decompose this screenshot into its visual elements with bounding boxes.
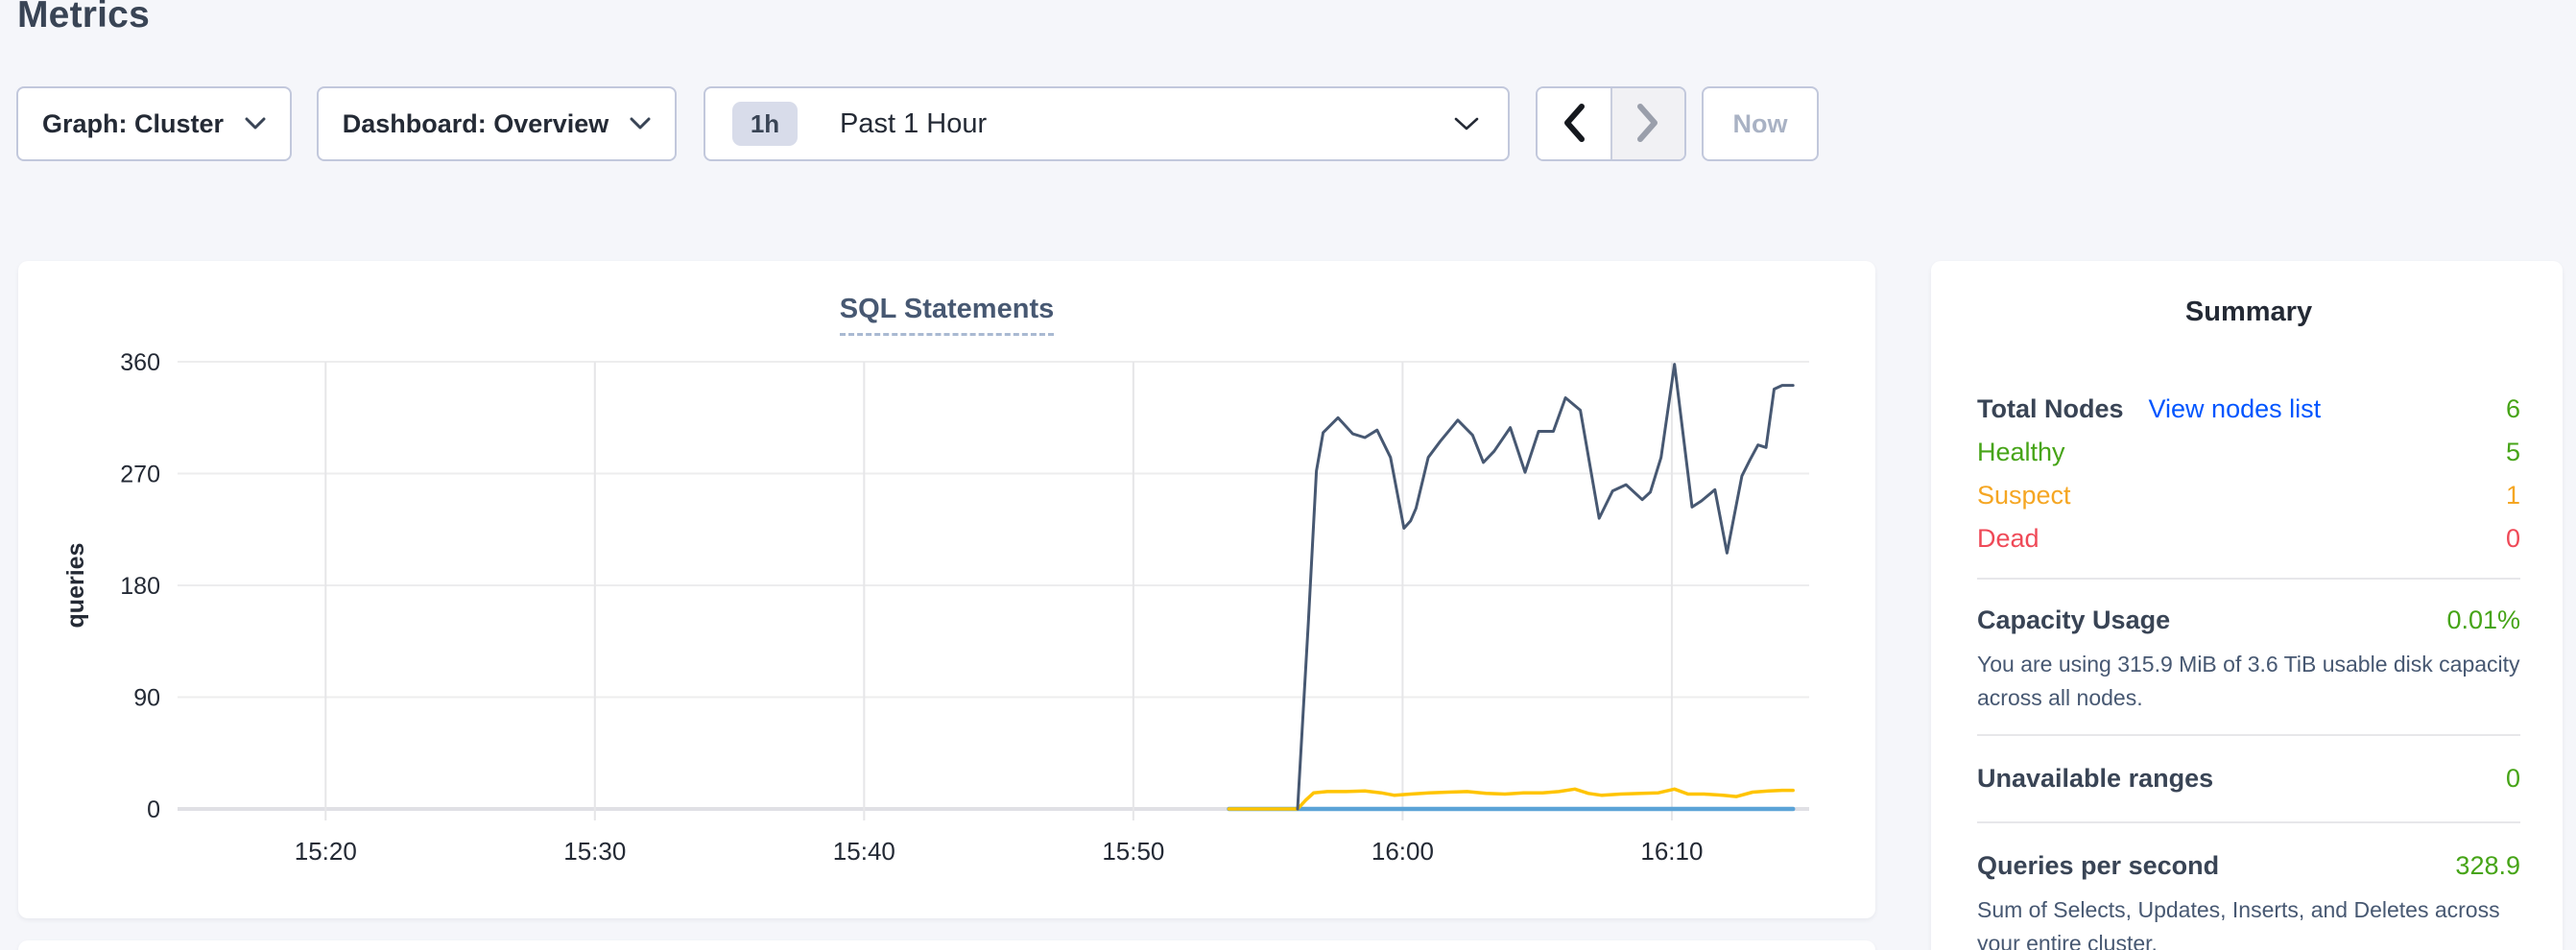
unavailable-ranges-value: 0 xyxy=(2505,764,2520,793)
graph-dropdown-label: Graph: Cluster xyxy=(41,108,225,138)
healthy-nodes-row: Healthy 5 xyxy=(1977,431,2520,474)
suspect-value: 1 xyxy=(2505,481,2520,510)
chevron-right-icon xyxy=(1634,102,1661,147)
chart-line-series-dark-slate xyxy=(1296,363,1795,811)
unavailable-ranges-label: Unavailable ranges xyxy=(1977,764,2214,793)
y-tick-label: 90 xyxy=(133,685,160,712)
queries-per-second-label: Queries per second xyxy=(1977,851,2220,880)
time-range-selector[interactable]: 1h Past 1 Hour xyxy=(704,86,1510,161)
capacity-usage-row: Capacity Usage 0.01% xyxy=(1977,599,2520,642)
graph-dropdown[interactable]: Graph: Cluster xyxy=(16,86,292,161)
summary-title: Summary xyxy=(2184,297,2313,327)
x-tick-label: 15:20 xyxy=(295,837,357,866)
sql-statements-chart: 0 90 180 270 360 15:20 15:30 15:40 15:50 16:00 16:… xyxy=(62,349,1809,866)
y-tick-label: 360 xyxy=(120,349,160,376)
queries-per-second-row: Queries per second 328.9 xyxy=(1977,844,2520,888)
now-button[interactable]: Now xyxy=(1702,86,1819,161)
unavailable-ranges-row: Unavailable ranges 0 xyxy=(1977,757,2520,800)
chart-title-wrap: SQL Statements xyxy=(18,294,1875,336)
queries-per-second-value: 328.9 xyxy=(2455,851,2520,880)
total-nodes-label: Total Nodes xyxy=(1977,394,2124,423)
queries-per-second-description: Sum of Selects, Updates, Inserts, and De… xyxy=(1977,897,2500,950)
capacity-usage-label: Capacity Usage xyxy=(1977,606,2171,634)
capacity-usage-description: You are using 315.9 MiB of 3.6 TiB usabl… xyxy=(1977,652,2520,710)
dead-value: 0 xyxy=(2505,524,2520,553)
time-forward-button[interactable] xyxy=(1610,88,1684,159)
time-range-badge: 1h xyxy=(732,102,798,146)
healthy-label: Healthy xyxy=(1977,438,2065,466)
chart-line-series-yellow xyxy=(1227,787,1795,811)
chevron-down-icon xyxy=(630,117,651,131)
time-back-button[interactable] xyxy=(1538,88,1610,159)
y-tick-label: 270 xyxy=(120,462,160,488)
x-tick-label: 16:10 xyxy=(1640,837,1703,866)
dead-label: Dead xyxy=(1977,524,2039,553)
x-tick-label: 15:40 xyxy=(833,837,895,866)
chevron-down-icon xyxy=(245,117,266,131)
time-window-pager xyxy=(1536,86,1686,161)
time-range-label: Past 1 Hour xyxy=(840,107,988,139)
sql-statements-card: 0 90 180 270 360 15:20 15:30 15:40 15:50 16:00 16:… xyxy=(18,261,1875,918)
chevron-left-icon xyxy=(1561,102,1587,147)
dashboard-dropdown[interactable]: Dashboard: Overview xyxy=(317,86,677,161)
summary-divider xyxy=(1977,734,2520,736)
total-nodes-row: Total Nodes View nodes list 6 xyxy=(1977,388,2520,431)
total-nodes-value: 6 xyxy=(2505,394,2520,423)
summary-divider xyxy=(1977,821,2520,823)
view-nodes-list-link[interactable]: View nodes list xyxy=(2148,394,2322,423)
next-chart-card xyxy=(18,940,1875,950)
chart-title[interactable]: SQL Statements xyxy=(839,294,1055,336)
dead-nodes-row: Dead 0 xyxy=(1977,517,2520,560)
suspect-nodes-row: Suspect 1 xyxy=(1977,474,2520,517)
suspect-label: Suspect xyxy=(1977,481,2071,510)
healthy-value: 5 xyxy=(2505,438,2520,466)
page-title: Metrics xyxy=(17,0,150,36)
summary-panel: Summary Total Nodes View nodes list 6 He… xyxy=(1931,261,2563,950)
capacity-usage-value: 0.01% xyxy=(2446,606,2520,634)
chevron-down-icon xyxy=(1454,117,1479,131)
summary-divider xyxy=(1977,578,2520,580)
x-tick-label: 15:50 xyxy=(1102,837,1164,866)
x-tick-label: 15:30 xyxy=(563,837,626,866)
dashboard-dropdown-label: Dashboard: Overview xyxy=(342,108,609,138)
y-tick-label: 0 xyxy=(147,796,160,823)
y-axis-label: queries xyxy=(62,543,89,629)
y-tick-label: 180 xyxy=(120,573,160,600)
x-tick-label: 16:00 xyxy=(1371,837,1434,866)
